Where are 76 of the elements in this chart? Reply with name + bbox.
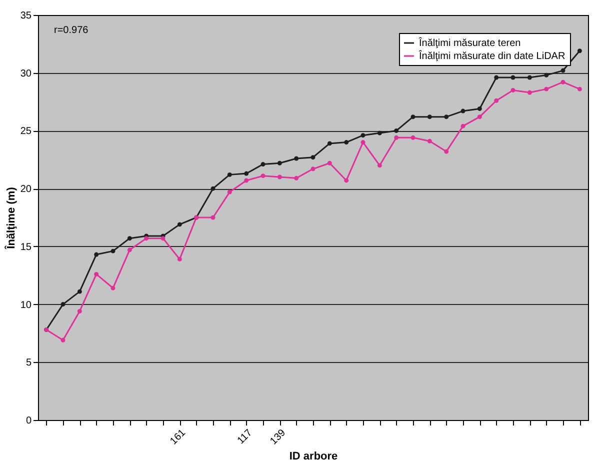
- point: [427, 138, 432, 144]
- point: [210, 186, 216, 191]
- point: [544, 86, 549, 92]
- point: [477, 106, 482, 111]
- y-tick-label: 20: [20, 184, 32, 196]
- point: [244, 178, 249, 183]
- y-tick-label: 30: [20, 68, 32, 80]
- point: [444, 114, 449, 120]
- legend-label: Înălţimi măsurate teren: [418, 37, 521, 49]
- point: [310, 155, 316, 160]
- point: [460, 124, 466, 128]
- point: [94, 272, 99, 276]
- point: [427, 114, 432, 120]
- point: [410, 114, 416, 120]
- point: [94, 252, 99, 257]
- x-tick-label: 117: [236, 427, 255, 447]
- point: [77, 308, 82, 314]
- point: [444, 149, 449, 154]
- y-tick-label: 10: [20, 300, 32, 311]
- point: [127, 236, 132, 241]
- y-tick-label: 0: [26, 416, 32, 426]
- point: [560, 80, 566, 84]
- point: [510, 88, 516, 92]
- point: [310, 166, 316, 172]
- x-axis-title: ID arbore: [289, 450, 338, 462]
- point: [277, 174, 282, 180]
- point: [177, 222, 182, 227]
- point: [394, 135, 399, 140]
- point: [177, 256, 182, 262]
- x-tick-label: 161: [168, 427, 188, 448]
- point: [327, 141, 332, 146]
- point: [494, 75, 499, 80]
- x-tick-label: 139: [268, 427, 288, 448]
- point: [294, 156, 299, 161]
- point: [510, 75, 516, 80]
- point: [327, 160, 332, 166]
- point: [144, 236, 149, 241]
- y-tick-label: 25: [20, 126, 32, 138]
- point: [577, 48, 582, 54]
- y-axis-title: Înălţime (m): [4, 186, 18, 250]
- y-tick-label: 5: [26, 358, 32, 369]
- annotation: r=0.976: [54, 25, 89, 36]
- point: [377, 163, 382, 168]
- point: [160, 236, 166, 241]
- point: [410, 135, 416, 140]
- point: [260, 174, 266, 178]
- point: [394, 128, 399, 133]
- point: [127, 248, 132, 252]
- legend-label: Înălţimi măsurate din date LiDAR: [418, 50, 566, 62]
- point: [560, 68, 566, 73]
- point: [60, 302, 66, 307]
- point: [110, 286, 116, 290]
- point: [210, 215, 216, 220]
- point: [110, 248, 116, 254]
- point: [544, 72, 549, 78]
- point: [260, 162, 266, 167]
- point: [294, 176, 299, 180]
- point: [60, 338, 66, 342]
- y-tick-label: 35: [20, 10, 32, 22]
- point: [344, 178, 349, 183]
- point: [527, 75, 532, 80]
- point: [577, 86, 582, 92]
- point: [360, 140, 366, 145]
- point: [527, 90, 532, 95]
- point: [77, 289, 82, 294]
- point: [377, 130, 382, 136]
- y-tick-label: 15: [20, 242, 32, 253]
- point: [227, 172, 232, 177]
- point: [360, 133, 366, 138]
- point: [494, 98, 499, 103]
- point: [460, 108, 466, 114]
- point: [477, 114, 482, 120]
- point: [344, 140, 349, 145]
- point: [244, 171, 249, 176]
- point: [277, 160, 282, 166]
- point: [227, 190, 232, 194]
